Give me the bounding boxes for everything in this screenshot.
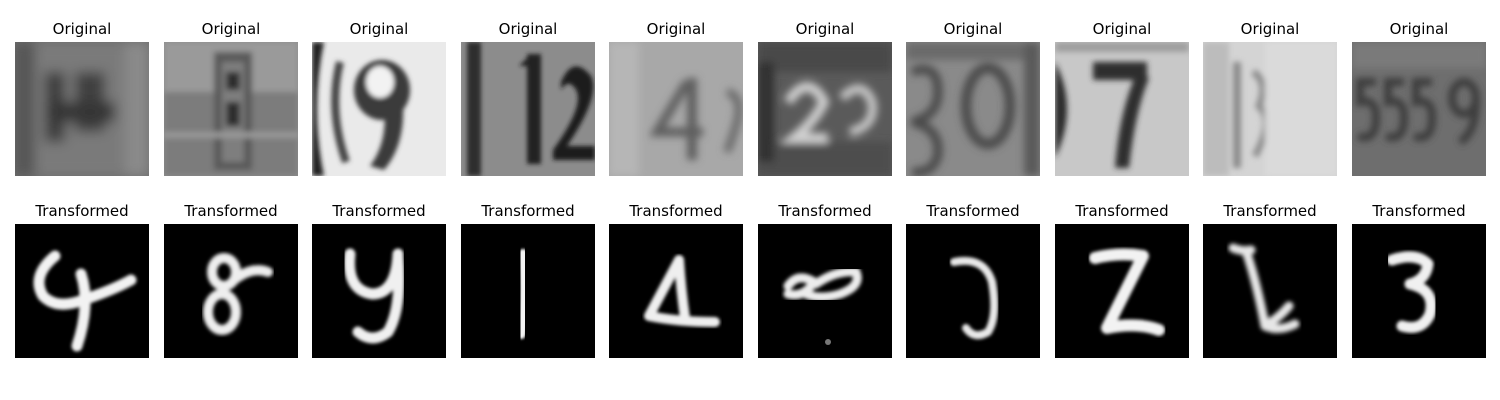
panel-title: Transformed [481,202,575,220]
panel-title: Transformed [1372,202,1466,220]
transformed-image-4 [461,224,595,358]
original-image-2 [164,42,298,176]
original-image-9 [1203,42,1337,176]
transformed-image-9 [1203,224,1337,358]
panel-title: Transformed [629,202,723,220]
original-image-10 [1352,42,1486,176]
panel-title: Transformed [35,202,129,220]
panel-title: Original [646,20,706,38]
panel-title: Original [795,20,855,38]
transformed-image-5 [609,224,743,358]
original-image-3 [312,42,446,176]
panel-title: Original [943,20,1003,38]
transformed-image-8 [1055,224,1189,358]
transformed-image-1 [15,224,149,358]
transformed-image-2 [164,224,298,358]
panel-title: Original [52,20,112,38]
panel-title: Transformed [1223,202,1317,220]
panel-title: Original [1092,20,1152,38]
panel-title: Original [349,20,409,38]
panel-title: Transformed [332,202,426,220]
transformed-image-3 [312,224,446,358]
original-image-8 [1055,42,1189,176]
original-image-1 [15,42,149,176]
transformed-image-10 [1352,224,1486,358]
panel-title: Original [1240,20,1300,38]
original-image-7 [906,42,1040,176]
panel-title: Transformed [1075,202,1169,220]
panel-title: Original [498,20,558,38]
panel-title: Transformed [778,202,872,220]
original-image-5 [609,42,743,176]
panel-title: Transformed [926,202,1020,220]
panel-title: Transformed [184,202,278,220]
original-image-4 [461,42,595,176]
transformed-image-7 [906,224,1040,358]
panel-title: Original [201,20,261,38]
transformed-image-6 [758,224,892,358]
panel-title: Original [1389,20,1449,38]
original-image-6 [758,42,892,176]
